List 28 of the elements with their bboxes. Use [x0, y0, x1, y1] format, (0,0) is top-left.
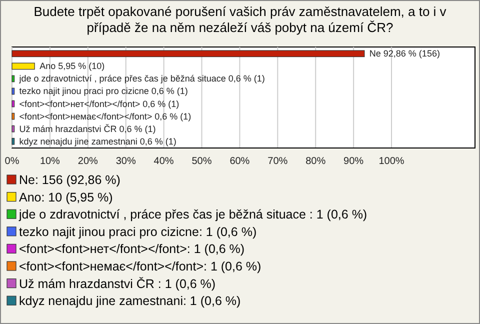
- x-tick-label: 20%: [78, 156, 98, 167]
- data-label: Ano 5,95 % (10): [40, 61, 105, 72]
- x-tick-label: 30%: [116, 156, 136, 167]
- x-tick-label: 70%: [268, 156, 288, 167]
- chart-title: Budete trpět opakované porušení vašich práv zaměstnavatelem, a to i v případě že na něm nezáleží váš pobyt na území ČR?: [34, 4, 447, 35]
- legend-label: Ne: 156 (92,86 %): [19, 173, 120, 187]
- x-tick-label: 90%: [344, 156, 364, 167]
- legend-label: jde o zdravotnictví , práce přes čas je běžná situace : 1 (0,6 %): [18, 208, 368, 222]
- data-label: Už mám hrazdanstvi ČR 0,6 % (1): [19, 124, 156, 134]
- legend-label: Už mám hrazdanstvi ČR : 1 (0,6 %): [19, 276, 216, 291]
- legend-label: <font><font>немає</font></font>: 1 (0,6 %): [19, 260, 262, 274]
- x-tick-label: 100%: [378, 156, 404, 167]
- data-label: jde o zdravotnictví , práce přes čas je běžná situace 0,6 % (1): [18, 74, 265, 84]
- legend-label: kdyz nenajdu jine zamestnani: 1 (0,6 %): [19, 294, 241, 308]
- data-label: kdyz nenajdu jine zamestnani 0,6 % (1): [19, 136, 176, 146]
- x-tick-label: 60%: [230, 156, 250, 167]
- x-tick-label: 80%: [306, 156, 326, 167]
- x-tick-label: 10%: [40, 156, 60, 167]
- data-label: <font><font>немає</font></font> 0,6 % (1): [19, 111, 192, 122]
- data-label: Ne 92,86 % (156): [369, 48, 440, 59]
- legend-label: Ano: 10 (5,95 %): [19, 190, 113, 204]
- data-label: <font><font>нет</font></font> 0,6 % (1): [19, 98, 180, 109]
- data-label: tezko najit jinou praci pro cizicne 0,6 % (1): [19, 86, 188, 96]
- x-tick-label: 40%: [154, 156, 174, 167]
- legend-label: <font><font>нет</font></font>: 1 (0,6 %): [19, 242, 245, 256]
- x-tick-label: 50%: [192, 156, 212, 167]
- legend-label: tezko najit jinou praci pro cizicne: 1 (0,6 %): [19, 224, 257, 239]
- x-tick-label: 0%: [4, 156, 20, 167]
